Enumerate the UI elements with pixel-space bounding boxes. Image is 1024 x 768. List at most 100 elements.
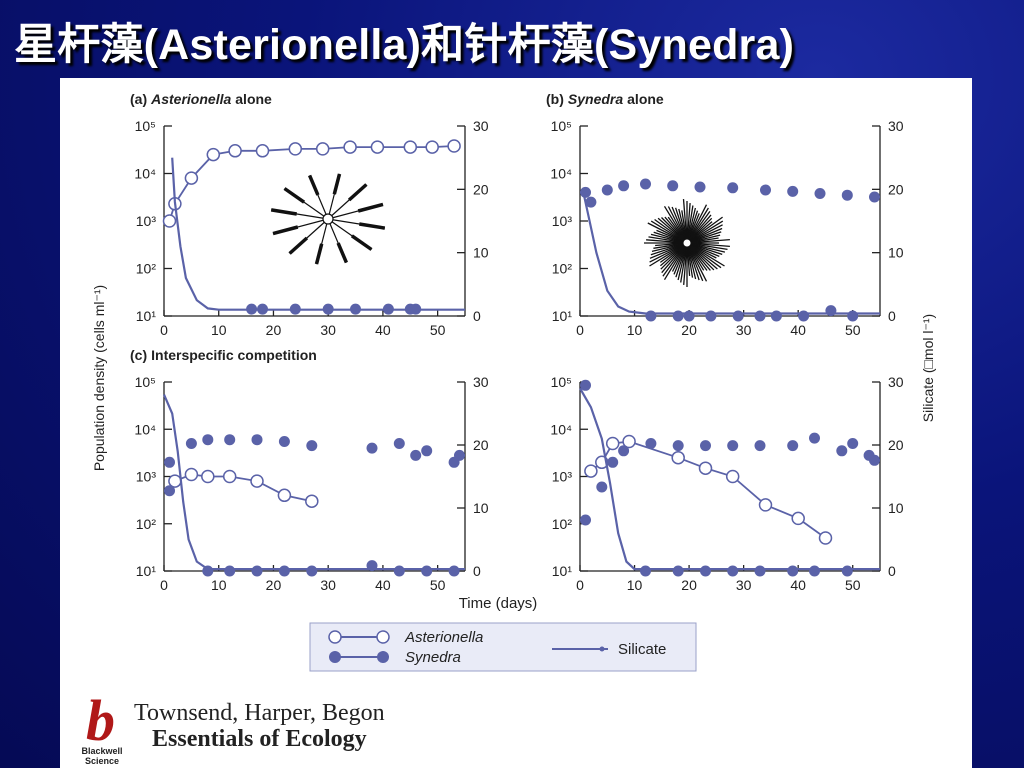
synedra-point — [770, 310, 782, 322]
synedra-point — [393, 565, 405, 577]
silicate-line — [581, 189, 880, 315]
x-tick-label: 10 — [211, 577, 227, 593]
asterionella-arm-tip — [272, 225, 299, 236]
asterionella-arm-tip — [288, 236, 309, 255]
x-tick-label: 0 — [576, 322, 584, 338]
asterionella-arm-tip — [347, 183, 368, 202]
asterionella-point — [758, 498, 773, 512]
asterionella-arm-tip — [283, 187, 306, 204]
x-tick-label: 40 — [790, 322, 806, 338]
synedra-point — [645, 310, 657, 322]
y-left-tick-label: 10² — [552, 516, 573, 532]
synedra-point — [596, 481, 608, 493]
synedra-point — [694, 181, 706, 193]
y-left-tick-label: 10⁵ — [135, 118, 156, 134]
figure-panel: (a) Asterionella alone 10⁵ 10⁴ 10³ 10² 10¹ 30 20 1… — [60, 78, 972, 768]
asterionella-arm-tip — [350, 234, 373, 251]
x-tick-label: 20 — [266, 577, 282, 593]
synedra-point — [672, 310, 684, 322]
y-axis-left-label: Population density (cells ml⁻¹) — [91, 285, 107, 471]
synedra-point — [672, 565, 684, 577]
synedra-point — [618, 445, 630, 457]
synedra-point — [814, 188, 826, 199]
y-right-tick-label: 30 — [473, 118, 489, 134]
y-right-tick-label: 10 — [888, 245, 904, 261]
synedra-point — [306, 440, 318, 452]
y-right-tick-label: 30 — [473, 374, 489, 390]
synedra-point — [847, 310, 859, 322]
x-tick-label: 50 — [430, 577, 446, 593]
x-tick-label: 10 — [627, 322, 643, 338]
x-tick-label: 10 — [627, 577, 643, 593]
synedra-point — [727, 182, 739, 194]
asterionella-arm-tip — [270, 208, 297, 216]
synedra-point — [640, 565, 651, 577]
asterionella-point — [184, 467, 199, 482]
publisher-logo-line1: Blackwell — [81, 746, 123, 756]
asterionella-point — [255, 144, 270, 158]
book-title: Essentials of Ecology — [152, 726, 367, 752]
synedra-point — [727, 565, 739, 577]
chart-panel-4: 10⁵ 10⁴ 10³ 10² 10¹ 30 20 10 0 0 10 20 30 40 50 — [550, 374, 903, 593]
asterionella-arm-tip — [314, 243, 324, 265]
publisher-logo-letter: b — [86, 688, 115, 753]
panel-title-rest: Interspecific competition — [151, 347, 317, 363]
synedra-point — [251, 565, 263, 577]
synedra-point — [836, 445, 848, 457]
asterionella-arm-tip — [357, 202, 384, 213]
synedra-point — [224, 434, 236, 446]
legend-synedra-marker — [329, 651, 341, 663]
publisher-logo-text: Blackwell Science — [72, 746, 132, 766]
x-tick-label: 0 — [160, 577, 168, 593]
synedra-point — [841, 565, 853, 577]
synedra-point — [366, 442, 378, 454]
synedra-point — [798, 310, 810, 322]
chart-panel-2: (b) Synedra alone 10⁵ 10⁴ 10³ 10² 10¹ 30 20 10 0 0 10… — [546, 91, 904, 338]
panel-title: (a) Asterionella alone — [130, 91, 272, 107]
y-left-tick-label: 10⁴ — [550, 421, 572, 437]
panel-title: (b) Synedra alone — [546, 91, 664, 107]
synedra-point — [448, 565, 460, 577]
asterionella-point — [425, 140, 439, 154]
x-tick-label: 30 — [320, 577, 336, 593]
legend-asterionella-marker — [328, 630, 342, 644]
asterionella-point — [277, 488, 292, 503]
y-left-tick-label: 10⁵ — [551, 118, 572, 134]
y-left-tick-label: 10³ — [552, 213, 573, 229]
panel-title: (c) Interspecific competition — [130, 347, 317, 363]
x-tick-label: 10 — [211, 322, 227, 338]
book-authors: Townsend, Harper, Begon — [134, 700, 385, 726]
legend-box — [309, 622, 697, 672]
y-left-tick-label: 10⁵ — [551, 374, 572, 390]
synedra-point — [410, 449, 422, 461]
asterionella-point — [206, 147, 221, 162]
asterionella-point — [671, 450, 685, 465]
silicate-line — [162, 394, 465, 571]
synedra-point — [585, 196, 597, 208]
y-left-tick-label: 10⁴ — [134, 421, 156, 437]
x-axis-label: Time (days) — [459, 595, 538, 612]
synedra-point — [278, 565, 290, 577]
y-right-tick-label: 20 — [473, 181, 489, 197]
x-tick-label: 40 — [790, 577, 806, 593]
asterionella-point — [305, 494, 319, 508]
y-right-tick-label: 10 — [473, 245, 489, 261]
synedra-point — [787, 565, 799, 577]
asterionella-point — [184, 171, 199, 185]
synedra-point — [164, 456, 175, 468]
y-left-tick-label: 10¹ — [552, 308, 573, 324]
x-tick-label: 40 — [375, 577, 391, 593]
x-tick-label: 50 — [845, 577, 861, 593]
asterionella-line — [590, 440, 827, 539]
asterionella-point — [447, 139, 461, 153]
y-left-tick-label: 10¹ — [552, 563, 573, 579]
asterionella-point — [791, 511, 805, 526]
asterionella-point — [343, 140, 357, 154]
synedra-point — [580, 514, 591, 526]
synedra-needle — [686, 238, 730, 244]
synedra-point — [421, 565, 433, 577]
synedra-point — [393, 438, 405, 449]
y-left-tick-label: 10⁴ — [134, 166, 156, 182]
y-left-tick-label: 10² — [552, 261, 573, 277]
legend-silicate-label: Silicate — [618, 641, 666, 658]
